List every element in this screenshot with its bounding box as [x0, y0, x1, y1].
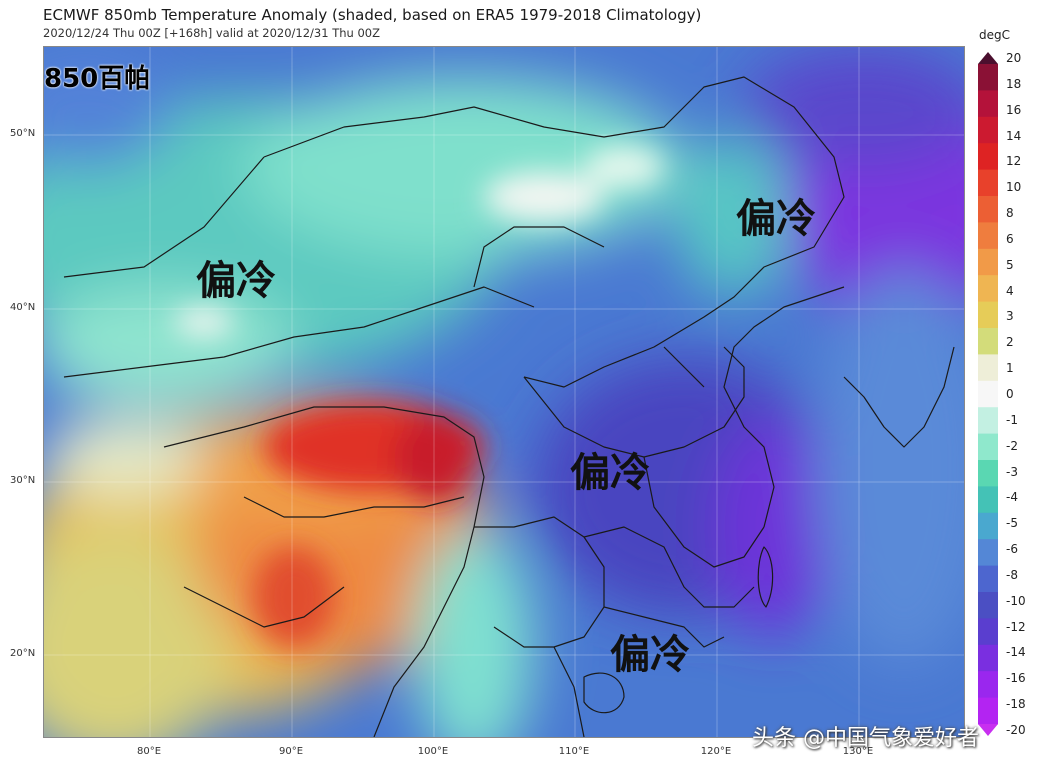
lat-label: 30°N	[10, 475, 36, 486]
colorbar-tick-label: -3	[1006, 464, 1018, 479]
colorbar-segment	[978, 64, 998, 91]
lat-label: 40°N	[10, 302, 36, 313]
colorbar-tick-label: 20	[1006, 51, 1022, 65]
colorbar-segment	[978, 248, 998, 276]
colorbar-tick-label: -20	[1006, 723, 1026, 737]
chart-title: ECMWF 850mb Temperature Anomaly (shaded,…	[43, 6, 702, 24]
colorbar-tick-label: 0	[1006, 387, 1014, 401]
colorbar	[978, 52, 998, 736]
colorbar-segment	[978, 644, 998, 672]
colorbar-segment	[978, 116, 998, 144]
colorbar-tick-label: 14	[1006, 128, 1022, 143]
colorbar-tick-label: 10	[1006, 180, 1022, 195]
colorbar-segment	[978, 592, 998, 619]
lat-label: 50°N	[10, 128, 36, 139]
colorbar-tick-label: -5	[1006, 516, 1018, 531]
colorbar-tick-label: -16	[1006, 671, 1026, 686]
temperature-field	[44, 47, 964, 737]
colorbar-segment	[978, 671, 998, 699]
colorbar-segment	[978, 328, 998, 355]
colorbar-segment	[978, 486, 998, 514]
colorbar-unit: degC	[979, 28, 1010, 42]
colorbar-tick-label: -4	[1006, 490, 1018, 505]
colorbar-tick-label: -10	[1006, 593, 1026, 608]
colorbar-tick-label: -2	[1006, 438, 1018, 453]
colorbar-segment	[978, 275, 998, 303]
colorbar-segment	[978, 460, 998, 487]
colorbar-top-arrow	[978, 52, 998, 64]
colorbar-tick-label: 2	[1006, 335, 1014, 350]
colorbar-tick-label: 12	[1006, 154, 1022, 169]
colorbar-tick-label: 16	[1006, 102, 1022, 117]
colorbar-bottom-arrow	[978, 724, 998, 736]
region-label-northeast: 偏冷	[736, 196, 816, 242]
colorbar-tick-label: -18	[1006, 697, 1026, 712]
lon-label: 100°E	[417, 746, 449, 757]
colorbar-segment	[978, 90, 998, 118]
colorbar-tick-label: -6	[1006, 542, 1018, 557]
region-label-south: 偏冷	[610, 632, 690, 678]
colorbar-segment	[978, 301, 998, 329]
colorbar-segment	[978, 354, 998, 382]
colorbar-tick-label: 8	[1006, 206, 1014, 221]
colorbar-tick-label: 18	[1006, 76, 1022, 91]
lon-label: 90°E	[278, 746, 304, 757]
colorbar-tick-label: 1	[1006, 361, 1014, 376]
colorbar-tick-label: 3	[1006, 309, 1014, 324]
colorbar-segment	[978, 512, 998, 540]
colorbar-segment	[978, 433, 998, 461]
colorbar-segment	[978, 222, 998, 250]
colorbar-tick-label: -14	[1006, 645, 1026, 660]
colorbar-segment	[978, 697, 998, 725]
colorbar-segment	[978, 539, 998, 567]
chart-subtitle: 2020/12/24 Thu 00Z [+168h] valid at 2020…	[43, 26, 380, 40]
colorbar-segment	[978, 407, 998, 435]
colorbar-tick-label: 4	[1006, 283, 1014, 298]
lon-label: 130°E	[842, 746, 874, 757]
watermark: 头条 @中国气象爱好者	[752, 726, 979, 751]
anomaly-map	[43, 46, 965, 738]
colorbar-tick-label: -8	[1006, 567, 1018, 582]
region-label-central: 偏冷	[570, 450, 650, 496]
pressure-level-label: 850百帕	[44, 64, 151, 94]
lat-label: 20°N	[10, 648, 36, 659]
colorbar-segment	[978, 169, 998, 197]
colorbar-tick-label: -1	[1006, 412, 1018, 427]
colorbar-segment	[978, 380, 998, 408]
boundary-lines	[63, 76, 955, 737]
colorbar-tick-label: -12	[1006, 619, 1026, 634]
colorbar-segment	[978, 143, 998, 171]
lon-label: 80°E	[136, 746, 162, 757]
colorbar-segment	[978, 618, 998, 646]
colorbar-segment	[978, 565, 998, 593]
colorbar-tick-label: 5	[1006, 257, 1014, 272]
colorbar-segment	[978, 196, 998, 223]
colorbar-tick-label: 6	[1006, 231, 1014, 246]
lon-label: 110°E	[558, 746, 590, 757]
region-label-northwest: 偏冷	[196, 258, 276, 304]
lon-label: 120°E	[700, 746, 732, 757]
